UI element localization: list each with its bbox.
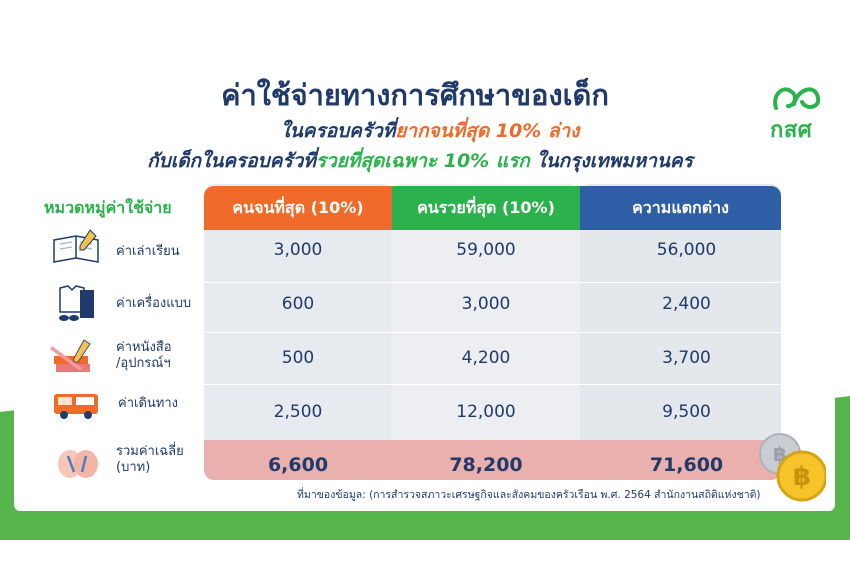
baht-coins-icon: ฿ ฿	[759, 433, 826, 502]
category-label: ค่าเล่าเรียน	[116, 244, 180, 259]
total-row-band	[204, 440, 781, 480]
table-cell: 59,000	[456, 240, 516, 260]
subtitle-line-2: กับเด็กในครอบครัวที่รวยที่สุดเฉพาะ 10% แ…	[0, 146, 845, 176]
total-label-line-2: (บาท)	[116, 460, 151, 475]
table-cell: 600	[281, 294, 315, 314]
logo-sprout-icon	[773, 87, 821, 110]
page-title: ค่าใช้จ่ายทางการศึกษาของเด็ก	[221, 78, 609, 112]
books-pencil-icon	[50, 339, 91, 372]
category-label: ค่าเครื่องแบบ	[116, 296, 192, 311]
category-label: รวมค่าเฉลี่ย (บาท)	[116, 444, 184, 476]
subtitle-line-1-highlight: ยากจนที่สุด 10% ล่าง	[395, 120, 580, 142]
category-label-line-2: /อุปกรณ์ฯ	[116, 356, 171, 371]
baht-symbol: ฿	[793, 462, 811, 492]
money-bag-icon	[58, 450, 98, 478]
column-header-richest: คนรวยที่สุด (10%)	[392, 186, 580, 230]
total-cell: 78,200	[449, 454, 523, 476]
total-cell: 71,600	[649, 454, 724, 476]
table-cell: 9,500	[662, 402, 711, 422]
table-cell: 3,700	[662, 348, 711, 368]
table-cell: 4,200	[461, 348, 511, 368]
table-cell: 12,000	[456, 402, 516, 422]
subtitle-line-1-text: ในครอบครัวที่	[280, 120, 396, 142]
open-book-icon	[53, 229, 99, 263]
row-divider	[204, 282, 781, 283]
subtitle-line-2-text: กับเด็กในครอบครัวที่	[147, 150, 316, 172]
category-label: ค่าหนังสือ /อุปกรณ์ฯ	[116, 340, 172, 372]
column-header-difference: ความแตกต่าง	[580, 186, 781, 230]
row-divider	[204, 332, 781, 333]
table-cell: 2,400	[662, 294, 711, 314]
logo-text: กสศ	[770, 118, 813, 143]
category-label: ค่าเดินทาง	[118, 396, 178, 411]
total-label-line-1: รวมค่าเฉลี่ย	[116, 444, 184, 459]
table-cell: 3,000	[461, 294, 511, 314]
category-header: หมวดหมู่ค่าใช้จ่าย	[44, 198, 172, 217]
source-note: ที่มาของข้อมูล: (การสำรวจสภาวะเศรษฐกิจแล…	[297, 489, 761, 501]
table-cell: 3,000	[273, 240, 323, 260]
subtitle-line-2-suffix: ในกรุงเทพมหานคร	[529, 150, 693, 172]
column-header-poorest: คนจนที่สุด (10%)	[204, 186, 392, 230]
category-label-line-1: ค่าหนังสือ	[116, 340, 172, 355]
bus-icon	[54, 394, 98, 419]
total-cell: 6,600	[267, 454, 329, 476]
school-uniform-icon	[59, 285, 94, 321]
table-cell: 500	[281, 348, 315, 368]
subtitle-line-2-highlight: รวยที่สุดเฉพาะ 10% แรก	[315, 150, 530, 172]
table-cell: 56,000	[656, 240, 717, 260]
row-divider	[204, 384, 781, 385]
subtitle-line-1: ในครอบครัวที่ยากจนที่สุด 10% ล่าง	[5, 116, 850, 146]
table-cell: 2,500	[273, 402, 323, 422]
